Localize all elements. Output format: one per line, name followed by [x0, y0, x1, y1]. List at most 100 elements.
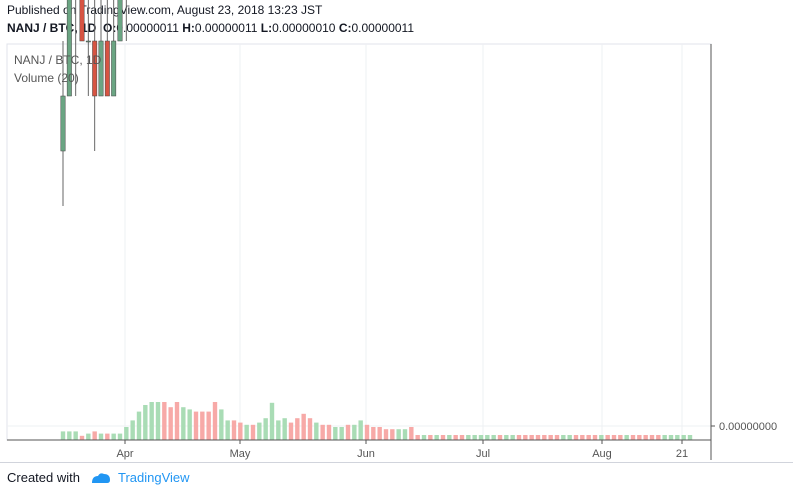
volume-bar [529, 435, 534, 440]
volume-bar [60, 431, 66, 440]
volume-bar [662, 435, 667, 440]
volume-bar [548, 435, 553, 440]
close-label: C: [338, 21, 352, 35]
volume-bar [421, 435, 427, 440]
volume-bar [605, 435, 610, 440]
volume-bar [326, 424, 332, 440]
volume-bar [86, 433, 91, 440]
volume-bar [516, 435, 522, 440]
volume-bar [333, 427, 338, 440]
volume-bar [504, 435, 509, 440]
close-value: 0.00000011 [351, 21, 415, 35]
volume-bar [282, 418, 287, 440]
volume-bar [649, 435, 655, 440]
volume-bar [510, 435, 515, 440]
volume-bar [478, 435, 484, 440]
volume-bar [611, 435, 617, 440]
volume-bar [168, 407, 173, 440]
volume-bar [637, 435, 642, 440]
volume-bar [675, 435, 680, 440]
volume-bar [212, 402, 218, 440]
symbol-label: NANJ / BTC, 1D [7, 21, 97, 35]
volume-bar [497, 435, 503, 440]
volume-bar [428, 435, 433, 440]
created-with-label: Created with [7, 470, 80, 485]
volume-bar [263, 418, 268, 440]
volume-bar [295, 418, 300, 440]
candle-body [60, 95, 66, 152]
volume-bar [599, 435, 604, 440]
open-label: O: [103, 21, 117, 35]
volume-bar [117, 433, 123, 440]
volume-bar [371, 427, 376, 440]
volume-bar [409, 427, 414, 440]
axes: 0.000000000.000000100.000000200.00000030… [7, 44, 777, 460]
volume-bar [618, 435, 623, 440]
volume-bar [643, 435, 648, 440]
low-label: L: [260, 21, 273, 35]
volume-bar [523, 435, 528, 440]
volume-bar [364, 424, 370, 440]
volume-bar [276, 420, 281, 440]
volume-bars [60, 402, 693, 440]
volume-bar [288, 422, 294, 440]
candle-body [104, 40, 110, 97]
published-line: Published on TradingView.com, August 23,… [7, 3, 323, 17]
volume-bar [624, 435, 629, 440]
high-value: 0.00000011 [194, 21, 258, 35]
tradingview-logo-icon [90, 471, 112, 485]
volume-bar [79, 435, 85, 440]
volume-bar [92, 431, 97, 440]
volume-bar [377, 427, 382, 440]
volume-bar [187, 409, 192, 440]
volume-bar [491, 435, 496, 440]
candle-body [66, 0, 72, 97]
candle-body [79, 0, 85, 42]
volume-bar [181, 407, 186, 440]
legend-volume: Volume (20) [14, 71, 79, 85]
x-tick-label: Aug [592, 448, 612, 460]
volume-bar [339, 427, 344, 440]
y-tick-label: 0.00000000 [719, 421, 777, 433]
volume-bar [390, 429, 395, 440]
open-value: 0.00000011 [116, 21, 179, 35]
low-value: 0.00000010 [272, 21, 336, 35]
volume-bar [250, 424, 256, 440]
volume-bar [155, 402, 161, 440]
volume-bar [447, 435, 452, 440]
volume-bar [257, 422, 262, 440]
volume-bar [542, 435, 547, 440]
x-tick-label: Jun [357, 448, 375, 460]
x-tick-label: Jul [476, 448, 490, 460]
candle-body [111, 40, 117, 97]
volume-bar [73, 431, 78, 440]
ohlc-line: NANJ / BTC, 1D O:0.00000011 H:0.00000011… [7, 21, 414, 35]
volume-bar [561, 435, 566, 440]
volume-bar [307, 418, 313, 440]
candle-body [117, 0, 123, 42]
volume-bar [573, 435, 579, 440]
volume-bar [105, 433, 110, 440]
volume-bar [345, 424, 351, 440]
volume-bar [225, 420, 230, 440]
volume-bar [174, 402, 180, 440]
volume-bar [630, 435, 636, 440]
volume-bar [434, 435, 439, 440]
high-label: H: [182, 21, 195, 35]
volume-bar [320, 424, 325, 440]
volume-bar [124, 427, 129, 440]
volume-bar [238, 422, 243, 440]
candlesticks [60, 0, 127, 206]
volume-bar [244, 424, 249, 440]
volume-bar [301, 413, 306, 440]
volume-bar [219, 409, 224, 440]
volume-bar [681, 435, 686, 440]
tradingview-link[interactable]: TradingView [117, 470, 190, 485]
volume-bar [98, 433, 104, 440]
volume-bar [485, 435, 490, 440]
candle-body [85, 40, 91, 43]
volume-bar [396, 429, 401, 440]
footer-divider [0, 462, 793, 463]
